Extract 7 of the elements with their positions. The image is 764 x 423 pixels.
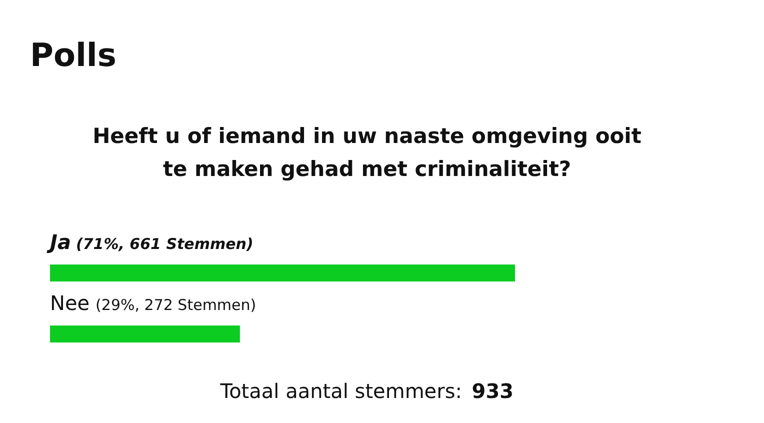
chart-subtitle: Heeft u of iemand in uw naaste omgeving ooit te maken gehad met criminaliteit? [92,124,642,181]
data-label: (29%, 272 Stemmen) [96,296,256,314]
data-label: (71%, 661 Stemmen) [76,235,254,253]
text: Totaal aantal stemmers: 933 [219,379,514,403]
y-tick-label: Ja [46,230,71,254]
chart-title: Polls [30,36,116,74]
y-tick-label: Nee [50,291,90,315]
